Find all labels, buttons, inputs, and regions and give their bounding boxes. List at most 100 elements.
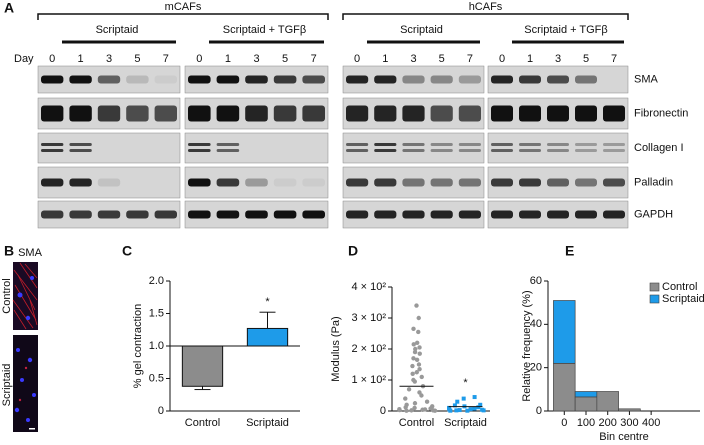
day-label: Day (14, 53, 34, 65)
blot-band (430, 105, 453, 122)
blot-band (69, 75, 92, 84)
point (465, 408, 470, 413)
panel-label: D (348, 243, 358, 259)
blot-band (374, 178, 397, 187)
y-tick-label: 1.0 (149, 340, 164, 352)
blot-band (41, 210, 64, 219)
blot-band (374, 210, 397, 219)
point (417, 366, 422, 372)
point (476, 405, 481, 410)
blot-band (374, 105, 397, 122)
day-label: 1 (382, 53, 388, 65)
image-row-label: Control (1, 278, 13, 313)
protein-label: SMA (634, 73, 659, 85)
blot-band (41, 105, 64, 122)
blot-band (216, 143, 240, 146)
point (416, 315, 421, 321)
blot-band (126, 105, 149, 122)
point (448, 408, 453, 413)
x-axis-label: Bin centre (599, 431, 649, 443)
group-label: mCAFs (165, 1, 202, 13)
point (432, 408, 438, 413)
group-label: hCAFs (469, 1, 503, 13)
panel-label: B (4, 243, 14, 259)
blot-band (41, 75, 64, 84)
day-label: 3 (106, 53, 112, 65)
blot-band (245, 105, 268, 122)
y-tick-label: 1.5 (149, 307, 164, 319)
day-label: 7 (163, 53, 169, 65)
blot-band (519, 105, 541, 122)
blot-band (430, 210, 453, 219)
blot-band (374, 75, 397, 84)
blot-band (273, 210, 297, 219)
point (414, 303, 419, 308)
legend-swatch (649, 294, 660, 304)
panel-label: A (4, 0, 14, 16)
blot-band (402, 143, 425, 146)
blot-band (458, 178, 481, 187)
group-bracket (342, 13, 629, 20)
point (417, 345, 422, 350)
blot-band (491, 210, 513, 219)
blot-band (374, 149, 397, 152)
blot-band (519, 210, 541, 219)
point (406, 387, 412, 392)
blot-band (346, 210, 369, 219)
blot-band (273, 105, 297, 122)
legend-label: Control (662, 281, 697, 293)
point (472, 395, 477, 400)
blot-band (273, 178, 297, 187)
blot-band (458, 75, 481, 84)
bar (553, 300, 576, 364)
blot-band (126, 75, 149, 84)
point (414, 370, 419, 375)
day-label: 5 (439, 53, 445, 65)
blot-band (216, 75, 240, 84)
blot-band (188, 178, 211, 187)
blot-band (346, 143, 369, 146)
blot-band (346, 105, 369, 122)
blot-band (575, 75, 597, 84)
bar (246, 327, 289, 347)
treatment-label: Scriptaid (96, 24, 139, 36)
y-axis-label: Relative frequency (%) (521, 290, 533, 401)
blot-band (547, 105, 569, 122)
bar (596, 391, 619, 412)
blot-band (458, 143, 481, 146)
blot-band (430, 178, 453, 187)
day-label: 5 (282, 53, 288, 65)
point (454, 408, 459, 413)
blot-band (41, 149, 64, 152)
y-tick-label: 0.5 (149, 372, 164, 384)
blot-band (575, 149, 597, 152)
point (457, 408, 462, 413)
blot-band (346, 178, 369, 187)
day-label: 3 (410, 53, 416, 65)
blot-band (491, 105, 513, 122)
blot-band (188, 210, 211, 219)
protein-label: Collagen I (634, 142, 684, 154)
y-tick-label: 60 (530, 275, 542, 287)
treatment-label: Scriptaid (400, 24, 443, 36)
y-tick-label: 0 (158, 405, 164, 417)
y-tick-label: 0 (380, 405, 386, 417)
blot-strip (37, 132, 181, 164)
blot-band (69, 210, 92, 219)
blot-band (69, 178, 92, 187)
annotation: * (265, 296, 270, 308)
blot-band (603, 149, 625, 152)
micrograph (13, 335, 38, 432)
point (410, 363, 415, 369)
x-tick-label: Control (185, 417, 220, 429)
point (412, 405, 417, 411)
blot-band (547, 75, 569, 84)
blot-band (575, 178, 597, 187)
blot-band (519, 143, 541, 146)
blot-band (491, 75, 513, 84)
point (404, 408, 409, 413)
blot-band (575, 105, 597, 122)
bar (574, 396, 598, 412)
point (403, 405, 408, 410)
x-tick-label: 100 (577, 417, 595, 429)
